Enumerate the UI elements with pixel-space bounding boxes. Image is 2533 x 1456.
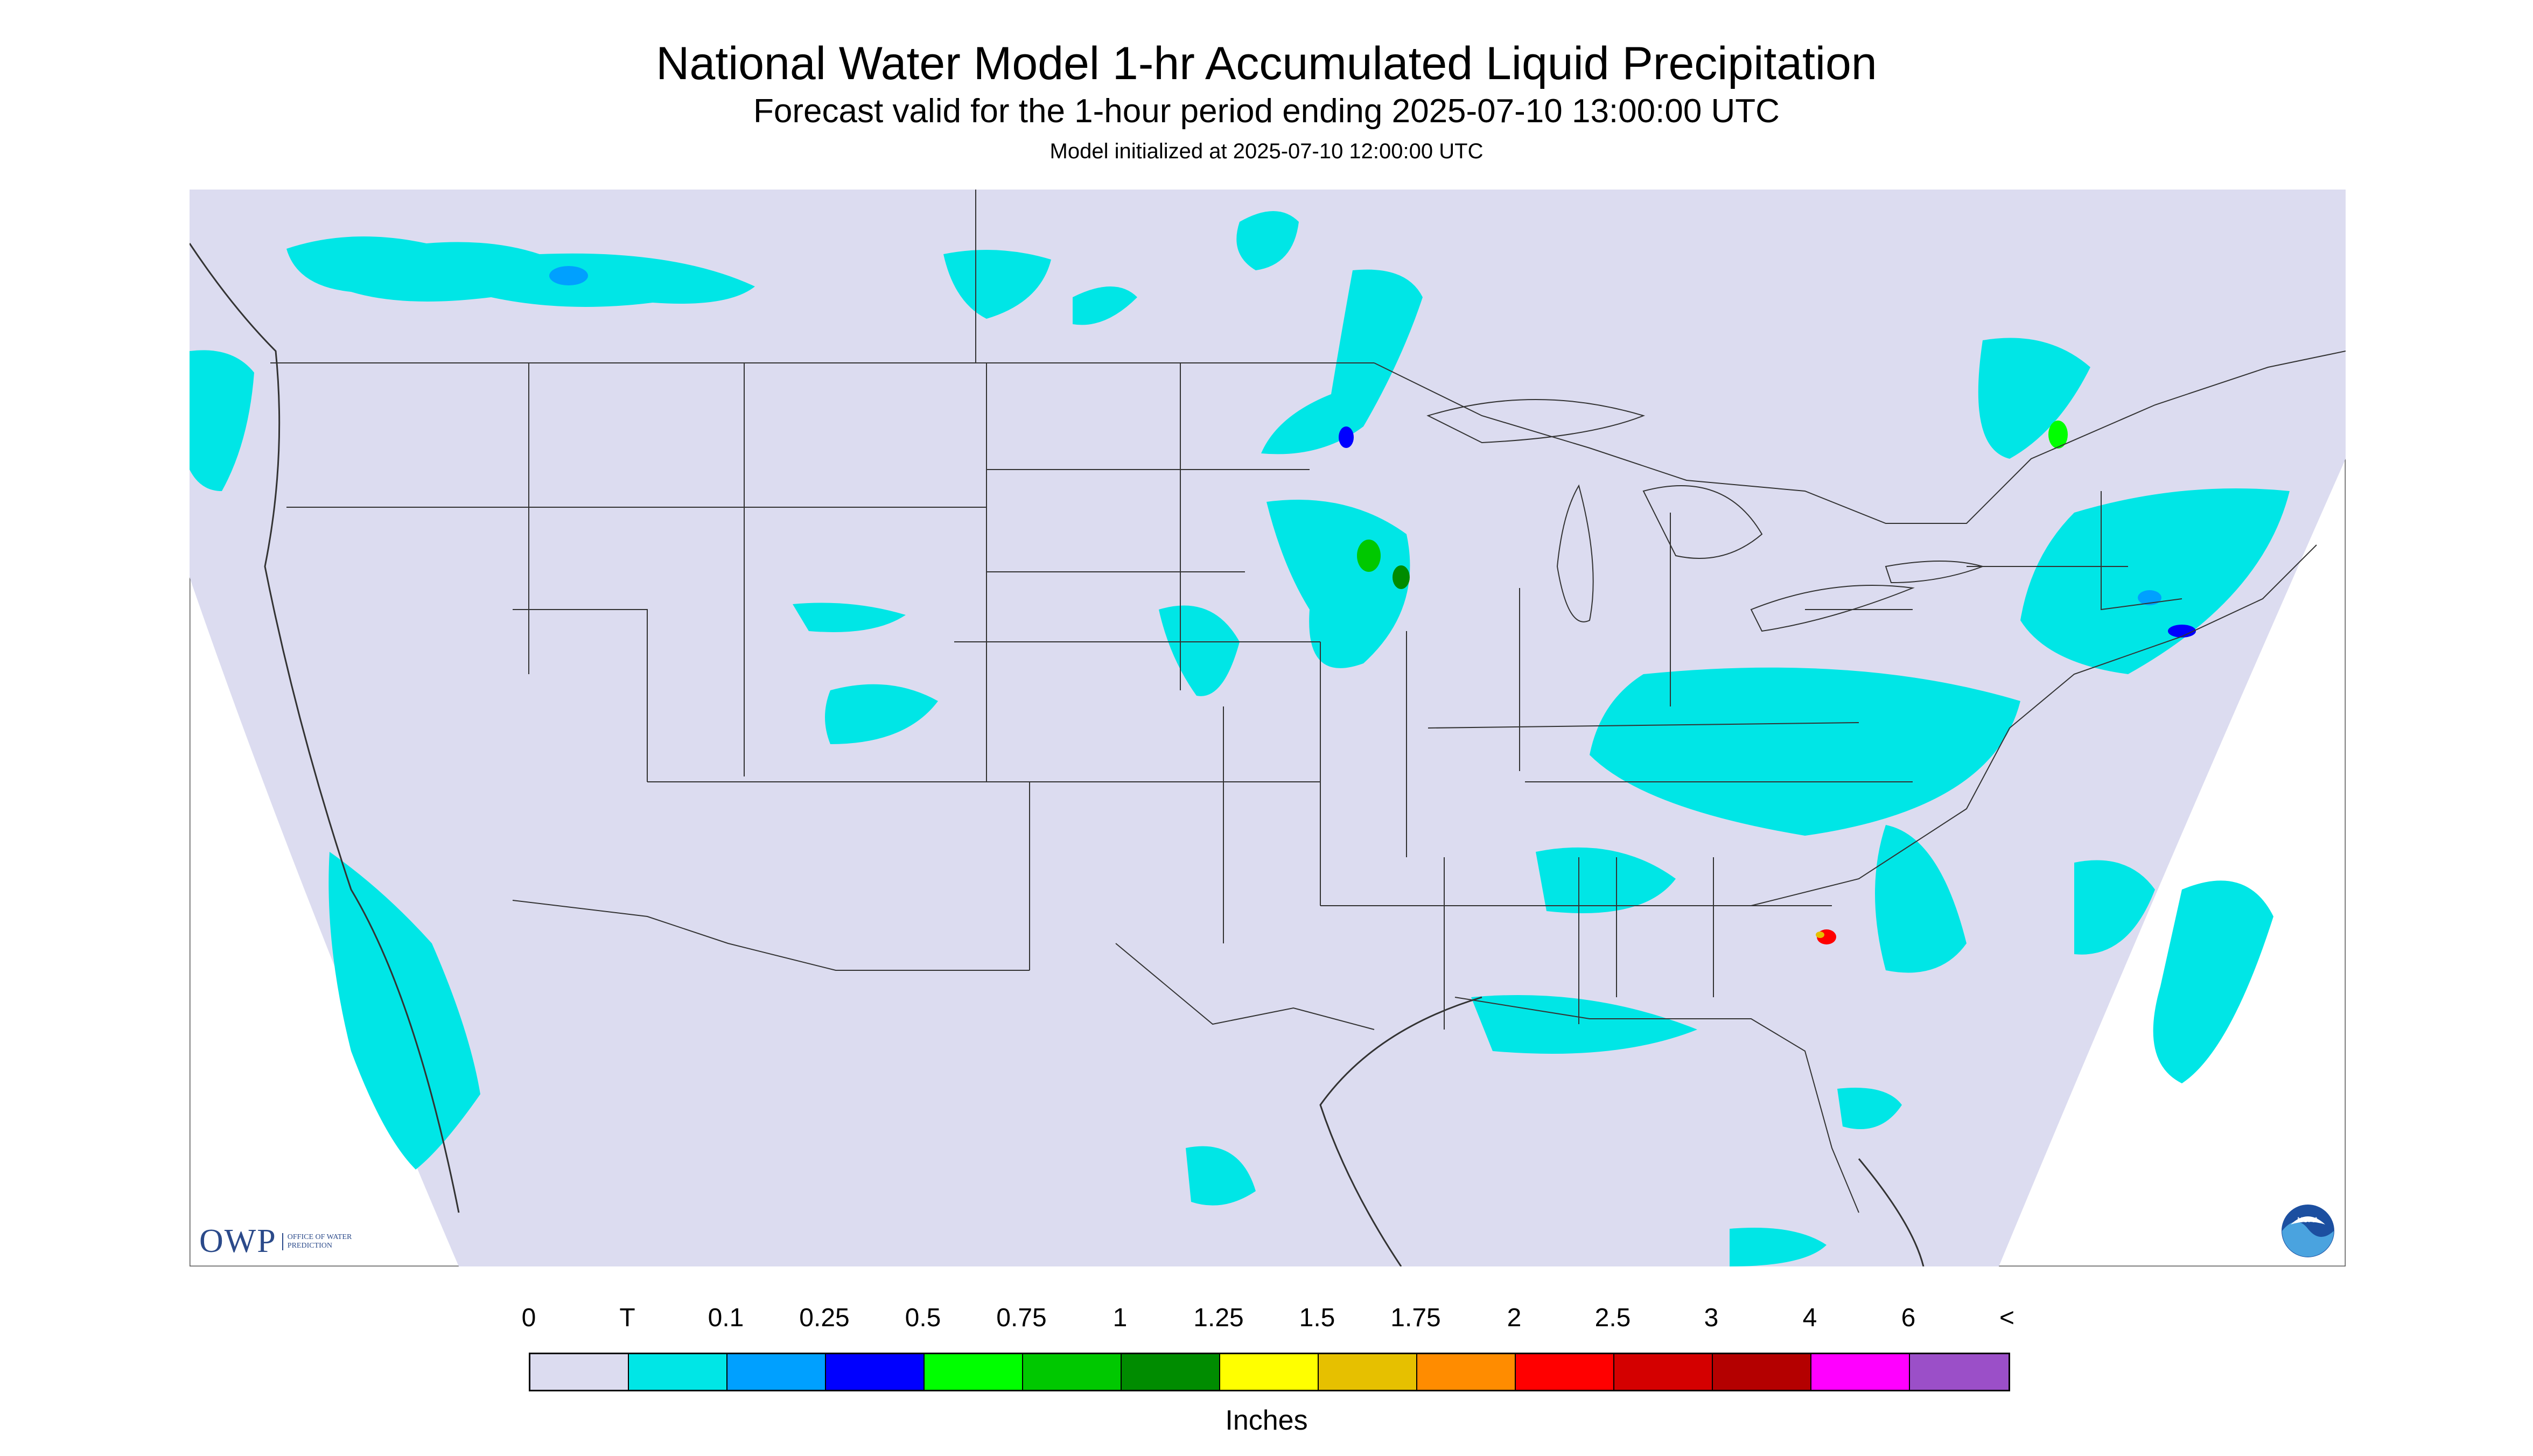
model-init-time: Model initialized at 2025-07-10 12:00:00… [1049,139,1484,163]
legend-label: 4 [1802,1304,1817,1332]
legend-label: 2 [1507,1304,1522,1332]
legend-swatch [1122,1354,1220,1390]
legend-swatch [1516,1354,1614,1390]
legend-label: < [1999,1304,2015,1332]
legend-swatch [1910,1354,2009,1390]
legend-label: T [619,1304,635,1332]
legend-labels: 0 T 0.1 0.25 0.5 0.75 1 1.25 1.5 1.75 2 2.5 3 4 6 < [522,1303,2046,1335]
legend-swatch [727,1354,826,1390]
legend-label: 0.1 [708,1304,744,1332]
great-lakes [1426,399,1985,632]
legend-swatch [1614,1354,1713,1390]
legend-label: 1.75 [1390,1304,1441,1332]
legend-label: 2.5 [1594,1304,1631,1332]
legend-swatch [629,1354,727,1390]
legend-label: 0 [521,1304,536,1332]
map-title: National Water Model 1-hr Accumulated Li… [656,38,1877,89]
legend-label: 1.25 [1193,1304,1244,1332]
legend-units: Inches [1225,1405,1308,1436]
owp-logo-text: OWP [199,1223,277,1259]
legend-label: 6 [1901,1304,1916,1332]
legend-swatch [1023,1354,1122,1390]
legend-swatch [1713,1354,1811,1390]
legend-label: 1 [1112,1304,1128,1332]
legend-label: 1.5 [1299,1304,1335,1332]
owp-logo-subtext: OFFICE OF WATER PREDICTION [282,1233,368,1250]
noaa-logo-text: NOAA [2297,1215,2319,1224]
noaa-logo: NOAA [2280,1203,2335,1258]
legend-label: 0.25 [799,1304,850,1332]
legend-label: 0.75 [996,1304,1047,1332]
political-boundaries [270,190,2346,1213]
map-subtitle: Forecast valid for the 1-hour period end… [753,93,1780,130]
legend-swatch [826,1354,925,1390]
precip-trace-areas [190,211,2290,1266]
legend-swatch [1220,1354,1319,1390]
legend-swatch [1417,1354,1516,1390]
legend-swatch [530,1354,629,1390]
precip-heavy-cores [549,266,2196,944]
legend-swatch [925,1354,1023,1390]
model-domain [190,190,2346,1266]
legend-swatch [1319,1354,1417,1390]
legend-colorbar [529,1353,2010,1391]
legend-label: 0.5 [905,1304,941,1332]
legend-swatch [1811,1354,1910,1390]
owp-logo: OWP OFFICE OF WATER PREDICTION [199,1222,368,1261]
coastline [190,243,1925,1266]
precipitation-map [190,190,2346,1266]
legend-label: 3 [1704,1304,1719,1332]
